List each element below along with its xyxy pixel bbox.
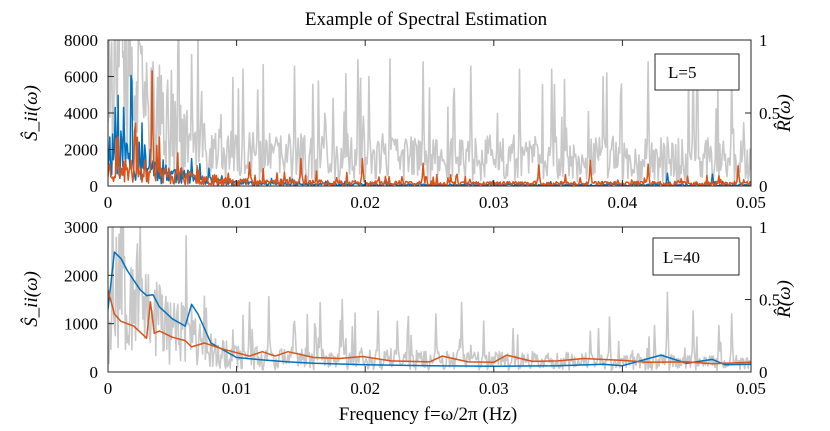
y-left-tick-label: 8000 [64,31,98,50]
bottom-right-ylabel-text: R̂(ω) [774,280,795,319]
y-right-tick-label: 0 [759,363,768,382]
bottom-legend-text: L=40 [663,248,700,267]
top-left-ylabel: Ŝ_ii(ω) [20,85,42,141]
top-legend-text: L=5 [668,63,696,82]
x-tick-label: 0.01 [222,193,252,212]
x-tick-label: 0.02 [350,379,380,398]
y-right-tick-label: 0.5 [759,104,780,123]
x-tick-label: 0.03 [479,193,509,212]
top-panel: 0 0.01 0.02 0.03 0.04 0.050200040006000800000… [20,31,795,212]
y-left-tick-label: 0 [90,363,99,382]
x-tick-label: 0.03 [479,379,509,398]
x-tick-label: 0.05 [736,379,766,398]
chart-title: Example of Spectral Estimation [305,9,548,30]
x-tick-label: 0.04 [608,193,638,212]
y-left-tick-label: 4000 [64,104,98,123]
y-left-tick-label: 2000 [64,141,98,160]
series-line-orange-panel2 [108,289,751,365]
top-ticks: 0 0.01 0.02 0.03 0.04 0.050200040006000800000… [64,31,780,212]
top-left-ylabel-text: Ŝ_ii(ω) [20,85,42,141]
y-left-tick-label: 6000 [64,68,98,87]
y-right-tick-label: 1 [759,218,768,237]
x-tick-label: 0.01 [222,379,252,398]
y-right-tick-label: 1 [759,31,768,50]
bottom-legend: L=40 [652,237,740,276]
y-left-tick-label: 0 [90,177,99,196]
y-left-tick-label: 2000 [64,266,98,285]
x-tick-label: 0.02 [350,193,380,212]
bottom-plot-area [108,227,751,372]
top-right-ylabel: R̂(ω) [774,94,795,133]
y-left-tick-label: 3000 [64,218,98,237]
series-line-gray-panel1 [108,40,751,183]
x-tick-label: 0.05 [736,193,766,212]
y-right-tick-label: 0.5 [759,291,780,310]
y-right-tick-label: 0 [759,177,768,196]
series-line-blue-panel2 [108,251,751,367]
bottom-panel: 0 0.01 0.02 0.03 0.04 0.05010002000300000.51 … [20,218,795,425]
top-legend-box [654,53,740,91]
bottom-legend-box [652,237,740,276]
top-right-ylabel-text: R̂(ω) [774,94,795,133]
y-left-tick-label: 1000 [64,315,98,334]
x-tick-label: 0 [104,379,113,398]
bottom-left-ylabel-text: Ŝ_ii(ω) [20,271,42,327]
x-tick-label: 0 [104,193,113,212]
bottom-left-ylabel: Ŝ_ii(ω) [20,271,42,327]
x-axis-label: Frequency f=ω/2π (Hz) [339,404,517,425]
x-tick-label: 0.04 [608,379,638,398]
top-legend: L=5 [654,53,740,91]
bottom-right-ylabel: R̂(ω) [774,280,795,319]
